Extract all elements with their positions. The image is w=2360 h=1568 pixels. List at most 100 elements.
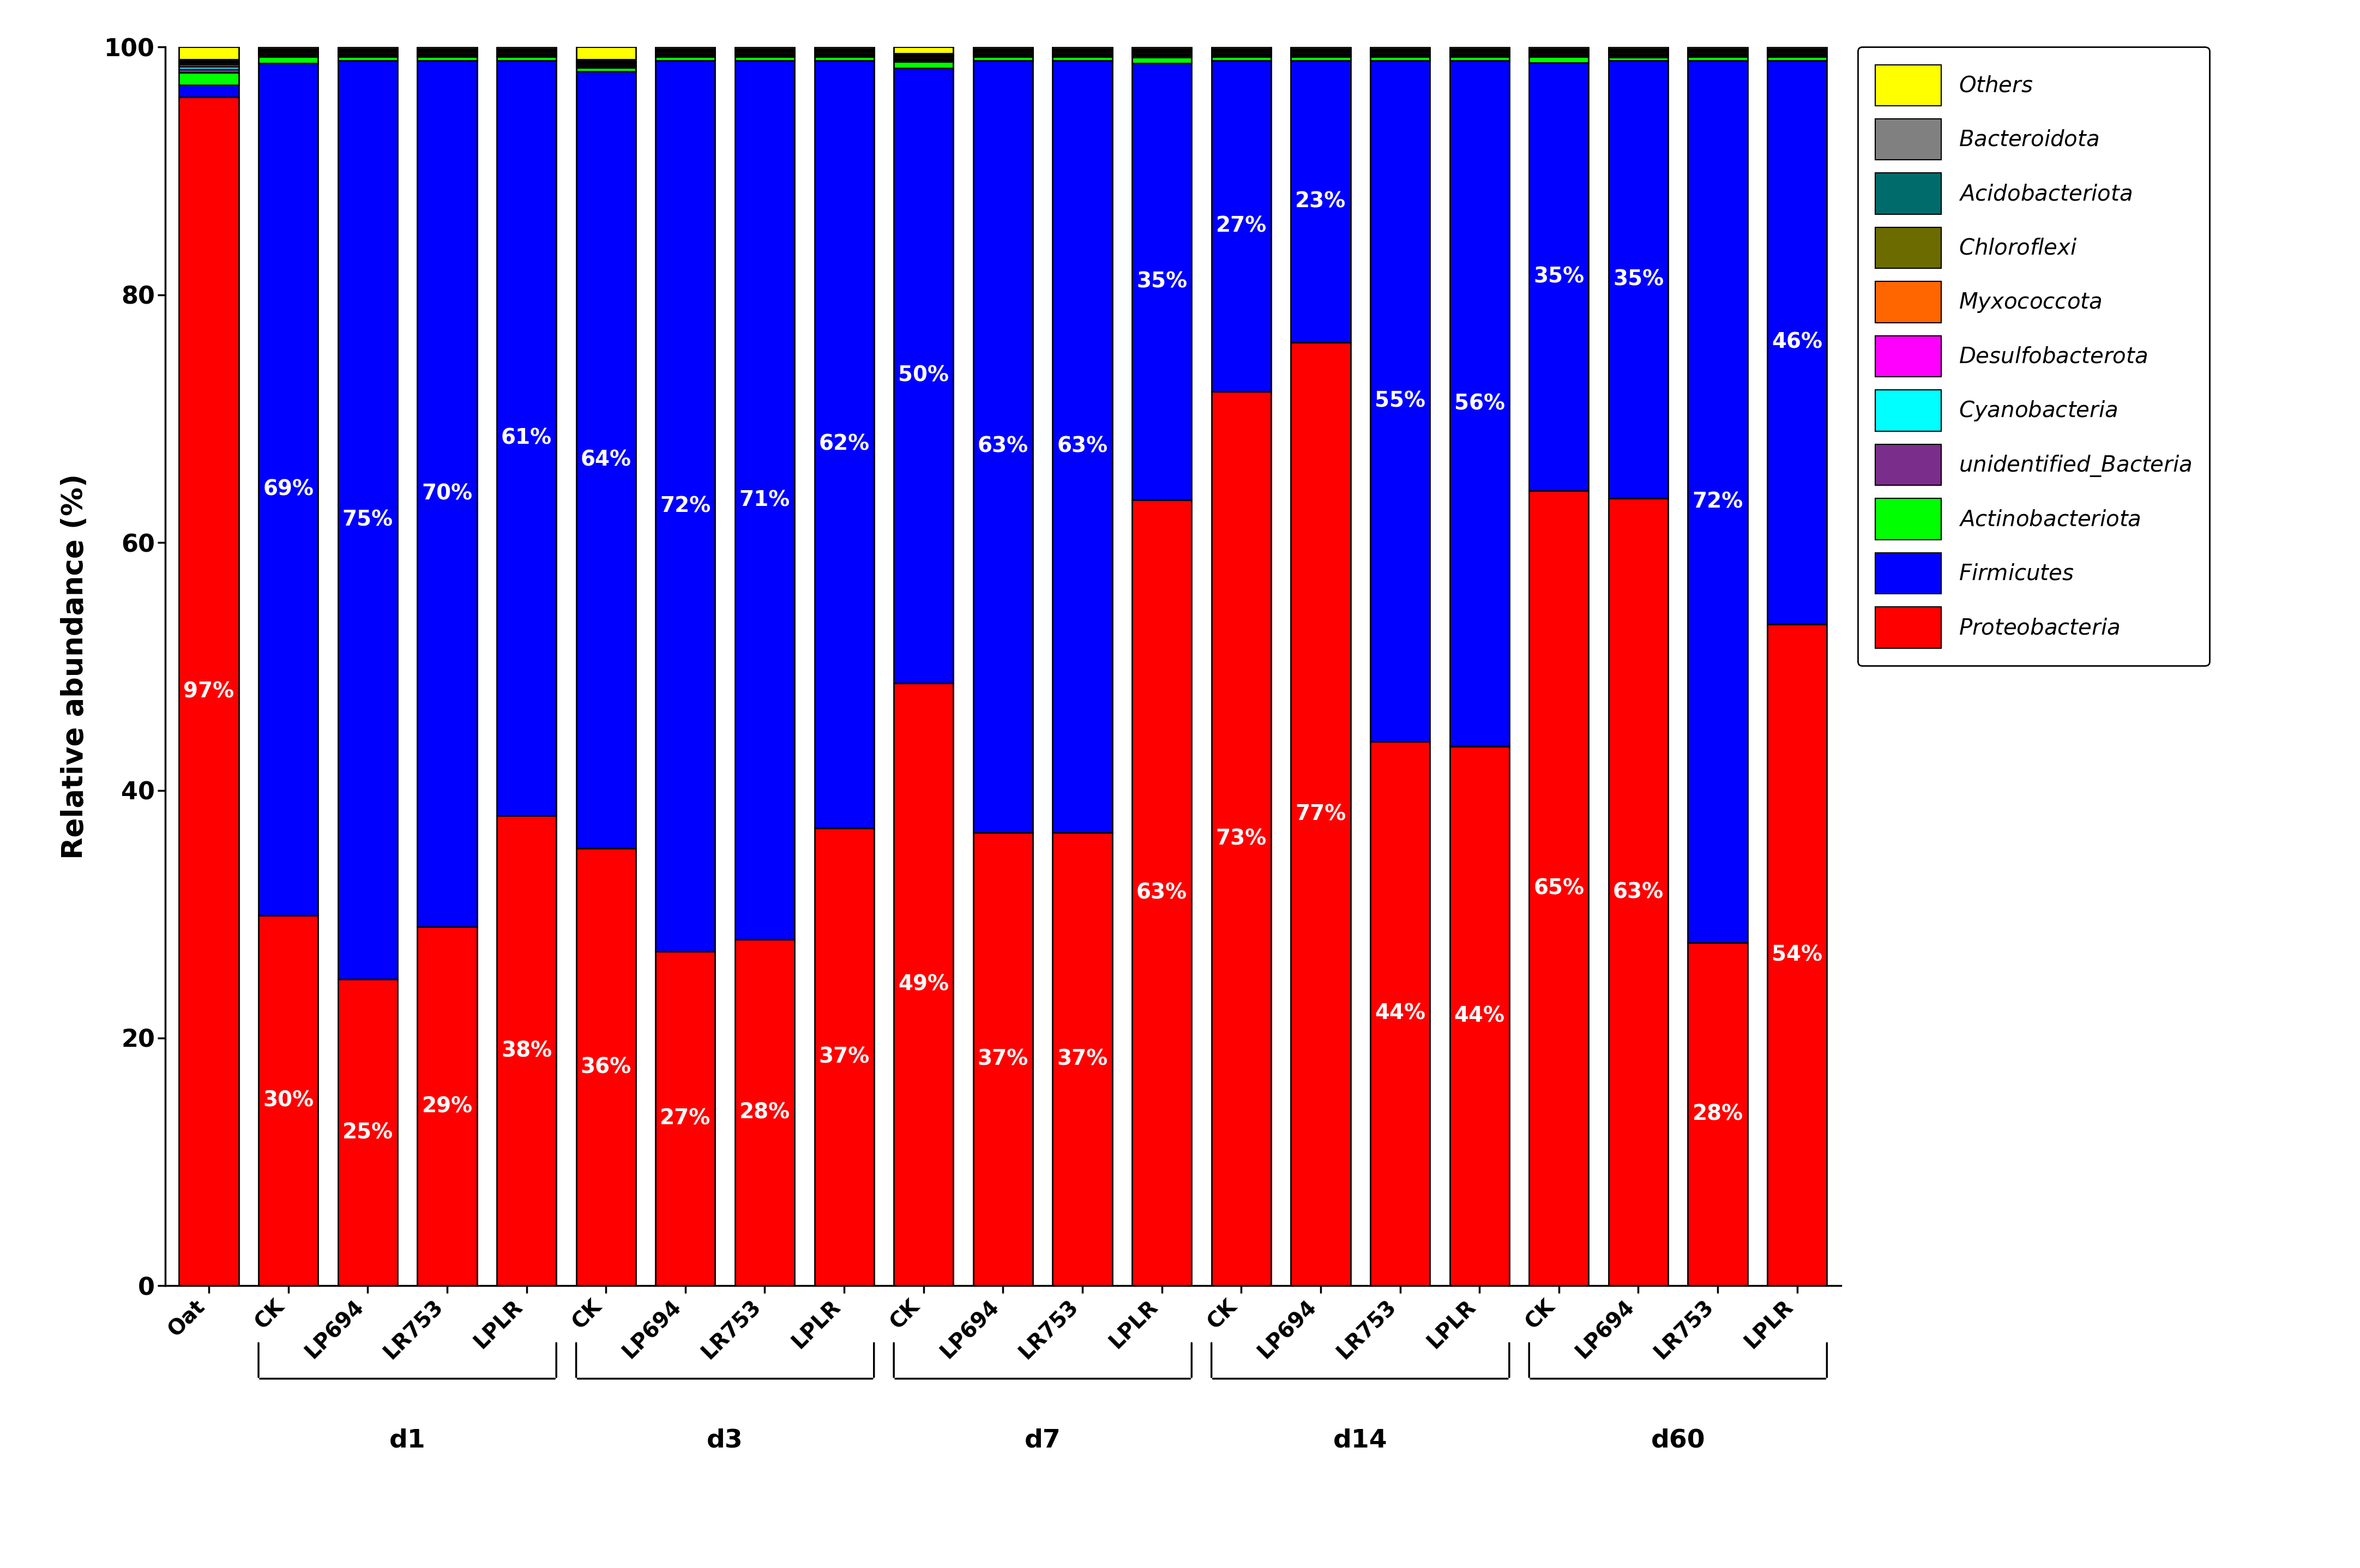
Text: 37%: 37% (1057, 1049, 1107, 1069)
Text: 50%: 50% (899, 365, 949, 386)
Bar (1133, 500, 1192, 1286)
Text: 97%: 97% (184, 681, 234, 702)
Text: d14: d14 (1333, 1428, 1388, 1452)
Bar (814, 61, 873, 828)
Text: 23%: 23% (1296, 191, 1345, 212)
Text: 63%: 63% (977, 436, 1029, 456)
Text: 25%: 25% (342, 1123, 394, 1143)
Bar (179, 47, 238, 60)
Text: 54%: 54% (1772, 944, 1822, 966)
Text: 46%: 46% (1772, 332, 1822, 353)
Text: d1: d1 (389, 1428, 425, 1452)
Bar (1687, 56, 1746, 61)
Text: 30%: 30% (262, 1090, 314, 1110)
Text: 55%: 55% (1376, 390, 1425, 411)
Bar (179, 69, 238, 72)
Text: 70%: 70% (422, 483, 472, 505)
Text: 35%: 35% (1534, 267, 1584, 287)
Bar (260, 63, 319, 916)
Text: 63%: 63% (1138, 883, 1187, 903)
Bar (1768, 56, 1827, 61)
Bar (337, 61, 396, 980)
Text: 28%: 28% (1692, 1104, 1744, 1124)
Bar (337, 56, 396, 61)
Bar (1053, 833, 1112, 1286)
Bar (1371, 61, 1430, 742)
Text: 72%: 72% (1692, 491, 1744, 513)
Bar (734, 939, 795, 1286)
Bar (576, 67, 635, 71)
Bar (260, 916, 319, 1286)
Text: 73%: 73% (1215, 828, 1267, 848)
Bar (734, 61, 795, 939)
Bar (1529, 491, 1588, 1286)
Text: 35%: 35% (1612, 270, 1664, 290)
Bar (1449, 61, 1510, 746)
Text: 75%: 75% (342, 510, 394, 530)
Bar (496, 61, 557, 815)
Text: 71%: 71% (739, 489, 791, 510)
Bar (734, 56, 795, 61)
Bar (894, 61, 953, 67)
Bar (656, 952, 715, 1286)
Bar (179, 97, 238, 1286)
Bar (576, 848, 635, 1286)
Legend: $\it{Others}$, $\it{Bacteroidota}$, $\it{Acidobacteriota}$, $\it{Chloroflexi}$, : $\it{Others}$, $\it{Bacteroidota}$, $\it… (1857, 47, 2209, 666)
Bar (1053, 61, 1112, 833)
Bar (1371, 742, 1430, 1286)
Text: 56%: 56% (1454, 394, 1506, 414)
Bar (894, 67, 953, 684)
Bar (814, 56, 873, 61)
Text: d7: d7 (1024, 1428, 1062, 1452)
Bar (972, 61, 1034, 833)
Text: 36%: 36% (581, 1057, 632, 1077)
Bar (1291, 56, 1350, 61)
Text: 61%: 61% (500, 428, 552, 448)
Bar (894, 684, 953, 1286)
Y-axis label: Relative abundance (%): Relative abundance (%) (61, 474, 90, 859)
Text: 28%: 28% (739, 1102, 791, 1123)
Bar (1610, 56, 1669, 61)
Bar (1211, 61, 1272, 392)
Text: 65%: 65% (1534, 878, 1584, 898)
Text: 69%: 69% (262, 478, 314, 500)
Bar (496, 815, 557, 1286)
Bar (1610, 61, 1669, 499)
Bar (179, 64, 238, 67)
Bar (1133, 63, 1192, 500)
Bar (576, 71, 635, 848)
Bar (814, 828, 873, 1286)
Text: 63%: 63% (1612, 881, 1664, 902)
Text: 44%: 44% (1376, 1004, 1425, 1024)
Text: 27%: 27% (1215, 215, 1267, 237)
Text: 29%: 29% (422, 1096, 472, 1116)
Text: 77%: 77% (1296, 804, 1345, 825)
Text: 37%: 37% (819, 1046, 868, 1068)
Bar (179, 67, 238, 69)
Bar (496, 56, 557, 61)
Bar (418, 61, 477, 927)
Bar (418, 927, 477, 1286)
Text: 49%: 49% (899, 974, 949, 994)
Bar (1449, 746, 1510, 1286)
Bar (656, 56, 715, 61)
Text: 64%: 64% (581, 450, 630, 470)
Bar (1768, 61, 1827, 624)
Bar (1371, 56, 1430, 61)
Bar (260, 56, 319, 63)
Text: 63%: 63% (1057, 436, 1107, 456)
Bar (1211, 392, 1272, 1286)
Bar (1687, 942, 1746, 1286)
Text: 72%: 72% (661, 495, 710, 516)
Bar (1291, 61, 1350, 342)
Bar (1291, 342, 1350, 1286)
Text: d60: d60 (1652, 1428, 1706, 1452)
Bar (1053, 56, 1112, 61)
Bar (1211, 56, 1272, 61)
Text: d3: d3 (708, 1428, 743, 1452)
Text: 27%: 27% (661, 1109, 710, 1129)
Text: 44%: 44% (1454, 1005, 1506, 1027)
Text: 62%: 62% (819, 434, 868, 455)
Bar (1687, 61, 1746, 942)
Bar (1610, 499, 1669, 1286)
